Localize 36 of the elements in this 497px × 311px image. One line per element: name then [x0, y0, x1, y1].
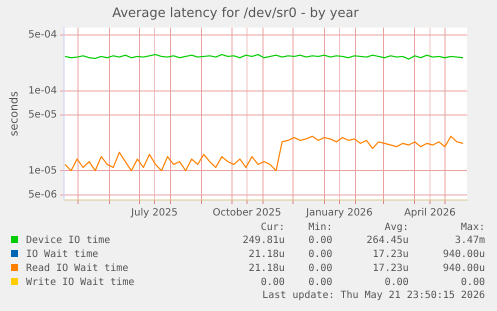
- y-axis-title: seconds: [7, 91, 20, 136]
- y-tick-label: 1e-04: [28, 85, 58, 96]
- legend-label: Read IO Wait time: [25, 262, 130, 276]
- text: 3.47m: [454, 234, 485, 248]
- x-tick-label: April 2026: [404, 208, 456, 219]
- text: 17.23u: [372, 248, 409, 262]
- text: 0.00: [307, 248, 332, 262]
- chart-title: Average latency for /dev/sr0 - by year: [112, 6, 360, 22]
- text: Avg:: [384, 222, 409, 234]
- legend-label: Write IO Wait time: [25, 276, 136, 290]
- text: Min:: [307, 222, 332, 234]
- x-tick-label: July 2025: [130, 208, 178, 219]
- text: 0.00: [307, 234, 332, 248]
- text: 940.00u: [442, 262, 485, 276]
- text: 0.00: [307, 276, 332, 290]
- x-tick-label: October 2025: [212, 208, 282, 219]
- text: 17.23u: [372, 262, 409, 276]
- text: 249.81u: [242, 234, 285, 248]
- y-tick-label: 1e-05: [28, 165, 58, 176]
- text: Cur:: [260, 222, 285, 234]
- text: Last update: Thu May 21 23:50:15 2026: [261, 290, 485, 302]
- text: Max:: [460, 222, 485, 234]
- legend-label: IO Wait time: [25, 248, 100, 262]
- y-tick-label: 5e-04: [28, 30, 58, 41]
- text: 0.00: [384, 276, 409, 290]
- y-tick-label: 5e-06: [28, 189, 58, 200]
- x-tick-label: January 2026: [305, 208, 373, 219]
- legend-label: Device IO time: [25, 234, 112, 248]
- y-tick-label: 5e-05: [28, 110, 58, 121]
- text: 21.18u: [248, 248, 285, 262]
- text: 0.00: [307, 262, 332, 276]
- text: 940.00u: [442, 248, 485, 262]
- text: 264.45u: [366, 234, 409, 248]
- text: 21.18u: [248, 262, 285, 276]
- text: 0.00: [460, 276, 485, 290]
- text: 0.00: [260, 276, 285, 290]
